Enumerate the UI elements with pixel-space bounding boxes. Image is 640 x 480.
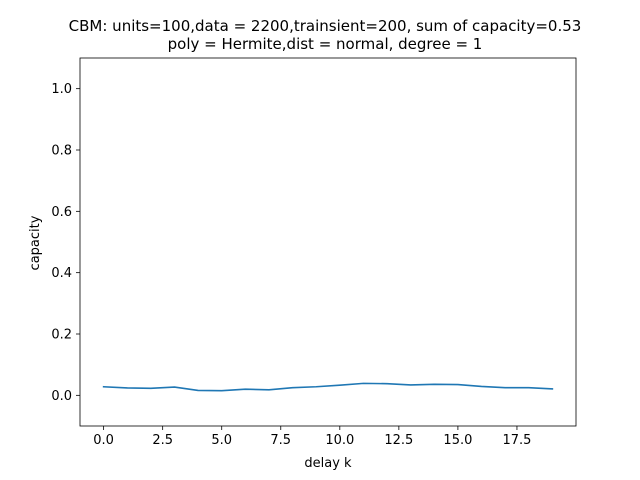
x-tick-label: 7.5 <box>270 433 291 448</box>
plot-frame <box>79 57 577 427</box>
x-tick-label: 15.0 <box>443 433 472 448</box>
chart-title-line2: poly = Hermite,dist = normal, degree = 1 <box>168 35 483 53</box>
x-tick-label: 5.0 <box>211 433 232 448</box>
y-tick-label: 1.0 <box>51 82 72 97</box>
y-tick-label: 0.8 <box>51 144 72 159</box>
series-line <box>102 382 554 392</box>
x-tick-label: 12.5 <box>384 433 413 448</box>
x-tick-label: 2.5 <box>152 433 173 448</box>
y-axis-label: capacity <box>28 215 43 270</box>
y-tick-label: 0.0 <box>51 389 72 404</box>
y-tick-label: 0.2 <box>51 328 72 343</box>
x-tick-label: 10.0 <box>325 433 354 448</box>
x-tick-label: 0.0 <box>93 433 114 448</box>
chart-title-line1: CBM: units=100,data = 2200,trainsient=20… <box>69 17 582 35</box>
y-tick-label: 0.4 <box>51 266 72 281</box>
x-axis-label: delay k <box>304 456 352 471</box>
y-tick-label: 0.6 <box>51 205 72 220</box>
x-tick-label: 17.5 <box>502 433 531 448</box>
